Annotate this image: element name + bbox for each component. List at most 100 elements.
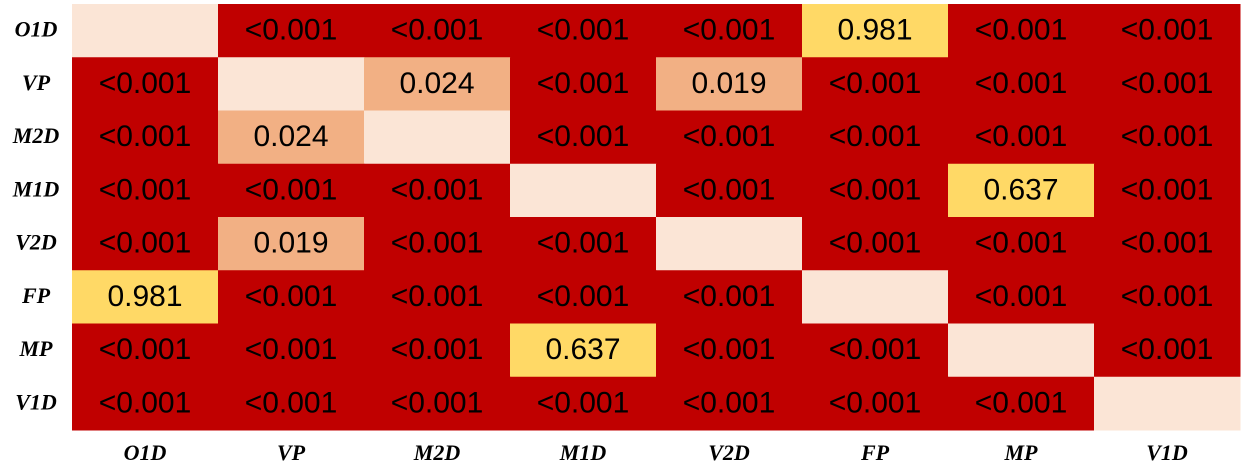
cell-value-VP-M1D: <0.001 (537, 67, 630, 100)
cell-value-VP-V2D: 0.019 (691, 67, 766, 100)
column-label-FP: FP (860, 440, 890, 465)
cell-value-M1D-VP: <0.001 (245, 173, 338, 206)
column-label-V2D: V2D (708, 440, 750, 465)
cell-value-M2D-V1D: <0.001 (1121, 120, 1214, 153)
cell-value-M2D-M1D: <0.001 (537, 120, 630, 153)
column-label-M1D: M1D (559, 440, 607, 465)
heatmap-cell-FP-M1D (510, 270, 657, 324)
heatmap-cell-M1D-M1D (510, 163, 657, 218)
cell-value-MP-V2D: <0.001 (683, 333, 776, 366)
cell-value-V1D-M2D: <0.001 (391, 386, 484, 419)
heatmap-cell-FP-O1D (72, 270, 219, 324)
heatmap-cell-M1D-M2D (364, 163, 511, 218)
column-label-V1D: V1D (1146, 440, 1188, 465)
column-label-M2D: M2D (413, 440, 461, 465)
cell-value-O1D-M2D: <0.001 (391, 14, 484, 47)
heatmap-cell-M2D-M1D (510, 110, 657, 165)
cell-value-M1D-M2D: <0.001 (391, 173, 484, 206)
cell-value-M1D-MP: 0.637 (983, 173, 1058, 206)
heatmap-cell-V2D-MP (948, 217, 1095, 271)
heatmap-cell-VP-O1D (72, 57, 219, 111)
cell-value-O1D-MP: <0.001 (975, 14, 1068, 47)
row-label-O1D: O1D (15, 17, 58, 42)
column-label-O1D: O1D (124, 440, 167, 465)
heatmap-cell-M2D-FP (802, 110, 949, 165)
heatmap-cell-V2D-O1D (72, 217, 219, 271)
heatmap-cell-M1D-FP (802, 163, 949, 218)
heatmap-cell-VP-M2D (364, 57, 511, 111)
heatmap-cell-VP-VP (218, 57, 365, 111)
cell-value-MP-VP: <0.001 (245, 333, 338, 366)
heatmap-cell-V1D-M1D (510, 376, 657, 431)
cell-value-M1D-O1D: <0.001 (99, 173, 192, 206)
cell-value-V2D-O1D: <0.001 (99, 227, 192, 260)
heatmap-cell-O1D-M1D (510, 4, 657, 58)
cell-value-V1D-O1D: <0.001 (99, 386, 192, 419)
heatmap-cell-V2D-VP (218, 217, 365, 271)
row-label-V2D: V2D (15, 230, 57, 255)
heatmap-cell-V1D-M2D (364, 376, 511, 431)
row-label-V1D: V1D (15, 389, 57, 414)
heatmap-cell-MP-M1D (510, 323, 657, 378)
cell-value-FP-V2D: <0.001 (683, 280, 776, 313)
cell-value-MP-M2D: <0.001 (391, 333, 484, 366)
heatmap-cell-M2D-V2D (656, 110, 803, 165)
cell-value-V1D-MP: <0.001 (975, 386, 1068, 419)
heatmap-cell-V2D-M1D (510, 217, 657, 271)
heatmap-cell-M1D-V1D (1094, 163, 1241, 218)
heatmap-cell-O1D-MP (948, 4, 1095, 58)
cell-value-O1D-VP: <0.001 (245, 14, 338, 47)
heatmap-cell-M1D-V2D (656, 163, 803, 218)
cell-value-V1D-FP: <0.001 (829, 386, 922, 419)
heatmap-cell-MP-MP (948, 323, 1095, 378)
heatmap-cell-VP-FP (802, 57, 949, 111)
heatmap-cell-MP-O1D (72, 323, 219, 378)
heatmap-cell-MP-FP (802, 323, 949, 378)
cell-value-O1D-V1D: <0.001 (1121, 14, 1214, 47)
cell-value-VP-O1D: <0.001 (99, 67, 192, 100)
row-label-MP: MP (19, 336, 54, 361)
heatmap-cell-FP-VP (218, 270, 365, 324)
heatmap-cell-M2D-O1D (72, 110, 219, 165)
cell-value-M2D-MP: <0.001 (975, 120, 1068, 153)
heatmap-cell-FP-V2D (656, 270, 803, 324)
heatmap-cell-M1D-MP (948, 163, 1095, 218)
cell-value-VP-M2D: 0.024 (399, 67, 474, 100)
cell-value-MP-O1D: <0.001 (99, 333, 192, 366)
heatmap-cell-M2D-V1D (1094, 110, 1241, 165)
heatmap-cell-V1D-O1D (72, 376, 219, 431)
heatmap-cell-VP-M1D (510, 57, 657, 111)
cell-value-VP-FP: <0.001 (829, 67, 922, 100)
cell-value-O1D-FP: 0.981 (837, 14, 912, 47)
cell-value-O1D-M1D: <0.001 (537, 14, 630, 47)
heatmap-cell-FP-V1D (1094, 270, 1241, 324)
heatmap-cell-VP-MP (948, 57, 1095, 111)
cell-value-M2D-O1D: <0.001 (99, 120, 192, 153)
heatmap-cell-M2D-M2D (364, 110, 511, 165)
cell-value-FP-V1D: <0.001 (1121, 280, 1214, 313)
heatmap-cell-VP-V1D (1094, 57, 1241, 111)
heatmap-cell-V2D-M2D (364, 217, 511, 271)
heatmap-cell-M1D-O1D (72, 163, 219, 218)
row-label-M1D: M1D (12, 176, 60, 201)
heatmap-cell-VP-V2D (656, 57, 803, 111)
heatmap-cell-MP-VP (218, 323, 365, 378)
cell-value-VP-V1D: <0.001 (1121, 67, 1214, 100)
heatmap-cell-O1D-M2D (364, 4, 511, 58)
heatmap-cell-V1D-VP (218, 376, 365, 431)
cell-value-V2D-V1D: <0.001 (1121, 227, 1214, 260)
cell-value-FP-O1D: 0.981 (107, 280, 182, 313)
cell-value-M1D-FP: <0.001 (829, 173, 922, 206)
cell-value-V2D-FP: <0.001 (829, 227, 922, 260)
column-label-VP: VP (277, 440, 306, 465)
heatmap-cell-M1D-VP (218, 163, 365, 218)
cell-value-MP-V1D: <0.001 (1121, 333, 1214, 366)
row-labels: O1D VP M2D M1D V2D FP MP V1D (12, 17, 60, 415)
cell-value-FP-MP: <0.001 (975, 280, 1068, 313)
row-label-VP: VP (22, 70, 51, 95)
cell-value-V2D-VP: 0.019 (253, 227, 328, 260)
cell-value-V1D-M1D: <0.001 (537, 386, 630, 419)
cell-value-V2D-M1D: <0.001 (537, 227, 630, 260)
cell-value-V1D-VP: <0.001 (245, 386, 338, 419)
